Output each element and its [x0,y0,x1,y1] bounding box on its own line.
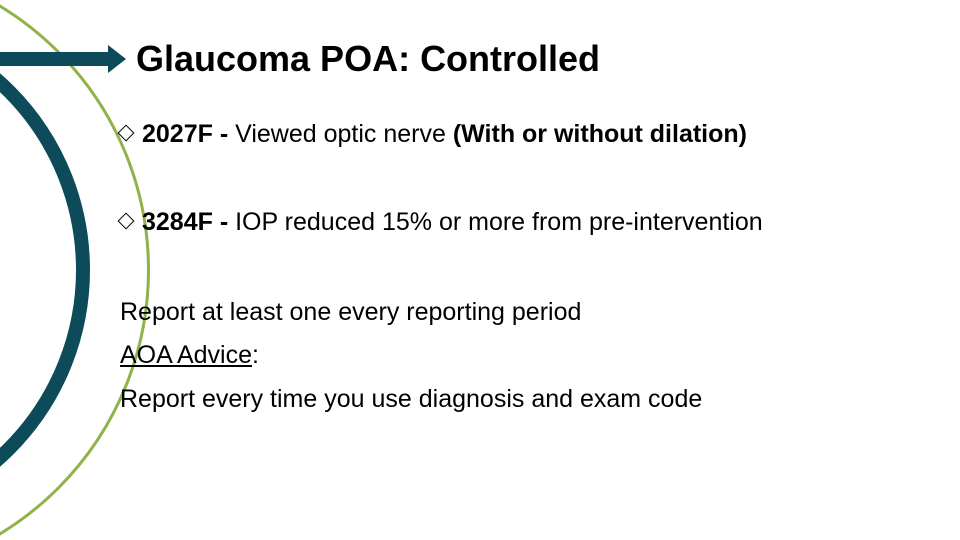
slide-title: Glaucoma POA: Controlled [136,38,600,80]
bullet-code: 3284F [142,208,213,236]
advice-label: AOA Advice [120,341,252,369]
slide: Glaucoma POA: Controlled 2027F - Viewed … [0,0,960,540]
diamond-bullet-icon [118,212,135,229]
note-line: Report at least one every reporting peri… [120,294,900,332]
bullet-desc-prefix: Viewed optic nerve [235,120,453,148]
notes-block: Report at least one every reporting peri… [120,294,900,419]
bullet-text: 2027F - Viewed optic nerve (With or with… [142,118,747,152]
bullet-desc-bold: (With or without dilation) [453,120,747,148]
note-advice: AOA Advice: [120,337,900,375]
bullet-text: 3284F - IOP reduced 15% or more from pre… [142,206,763,240]
bullet-item: 3284F - IOP reduced 15% or more from pre… [120,206,900,240]
bullet-desc: IOP reduced 15% or more from pre-interve… [235,208,763,236]
title-arrow-head [108,45,126,73]
bullet-code: 2027F [142,120,213,148]
note-line: Report every time you use diagnosis and … [120,381,900,419]
bullet-sep: - [213,208,235,236]
diamond-bullet-icon [118,125,135,142]
title-row: Glaucoma POA: Controlled [0,38,600,80]
content-area: 2027F - Viewed optic nerve (With or with… [120,118,900,424]
advice-suffix: : [252,341,259,369]
bullet-sep: - [213,120,235,148]
bullet-item: 2027F - Viewed optic nerve (With or with… [120,118,900,152]
title-arrow-bar [0,52,108,66]
